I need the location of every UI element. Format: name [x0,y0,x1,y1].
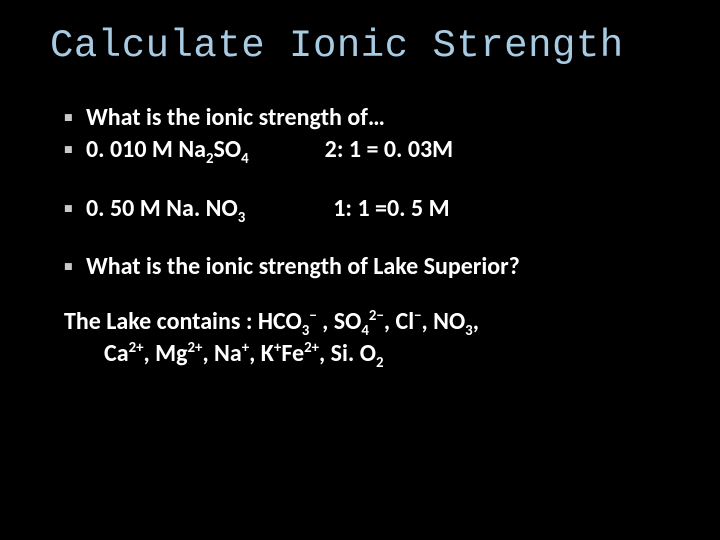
paragraph-text: Ca [104,339,129,368]
superscript: 2− [369,306,384,324]
paragraph-text: , Cl [384,307,414,336]
subscript: 4 [241,149,249,167]
slide-title: Calculate Ionic Strength [50,24,670,68]
compound-text: SO [214,135,242,164]
bullet-item-nano3: 0. 50 M Na. NO3 1: 1 =0. 5 M [64,193,670,225]
subscript: 2 [206,149,214,167]
lake-composition-paragraph: The Lake contains : HCO3− , SO42−, Cl−, … [64,306,670,371]
paragraph-text: , Si. O [319,339,376,368]
bullet-text: What is the ionic strength of… [86,103,385,132]
bullet-item-intro: What is the ionic strength of… [64,102,670,134]
superscript: − [309,306,316,324]
superscript: − [414,306,421,324]
superscript: 2+ [187,338,202,356]
subscript: 3 [238,208,246,226]
subscript: 4 [361,320,369,338]
paragraph-text: , K [249,339,274,368]
paragraph-text: , SO [317,307,362,336]
answer-text: 1: 1 =0. 5 M [333,194,449,223]
paragraph-line2: Ca2+, Mg2+, Na+, K+Fe2+, Si. O2 [64,338,670,370]
paragraph-text: , Na [202,339,241,368]
paragraph-text: , NO [422,307,466,336]
paragraph-text: Fe [281,339,304,368]
paragraph-text: , Mg [144,339,188,368]
bullet-list: What is the ionic strength of… 0. 010 M … [64,102,670,284]
paragraph-text: The Lake contains : HCO [64,307,302,336]
subscript: 3 [465,320,473,338]
superscript: 2+ [129,338,144,356]
subscript: 2 [376,353,384,371]
slide: Calculate Ionic Strength What is the ion… [0,0,720,540]
answer-text: 2: 1 = 0. 03M [325,135,453,164]
bullet-item-lake-question: What is the ionic strength of Lake Super… [64,251,670,283]
paragraph-text: , [473,307,479,336]
spacer [64,167,670,193]
compound-text: 0. 010 M Na [86,135,206,164]
compound-text: 0. 50 M Na. NO [86,194,238,223]
bullet-text: What is the ionic strength of Lake Super… [86,252,520,281]
superscript: 2+ [304,338,319,356]
bullet-item-na2so4: 0. 010 M Na2SO4 2: 1 = 0. 03M [64,134,670,166]
spacer [64,225,670,251]
